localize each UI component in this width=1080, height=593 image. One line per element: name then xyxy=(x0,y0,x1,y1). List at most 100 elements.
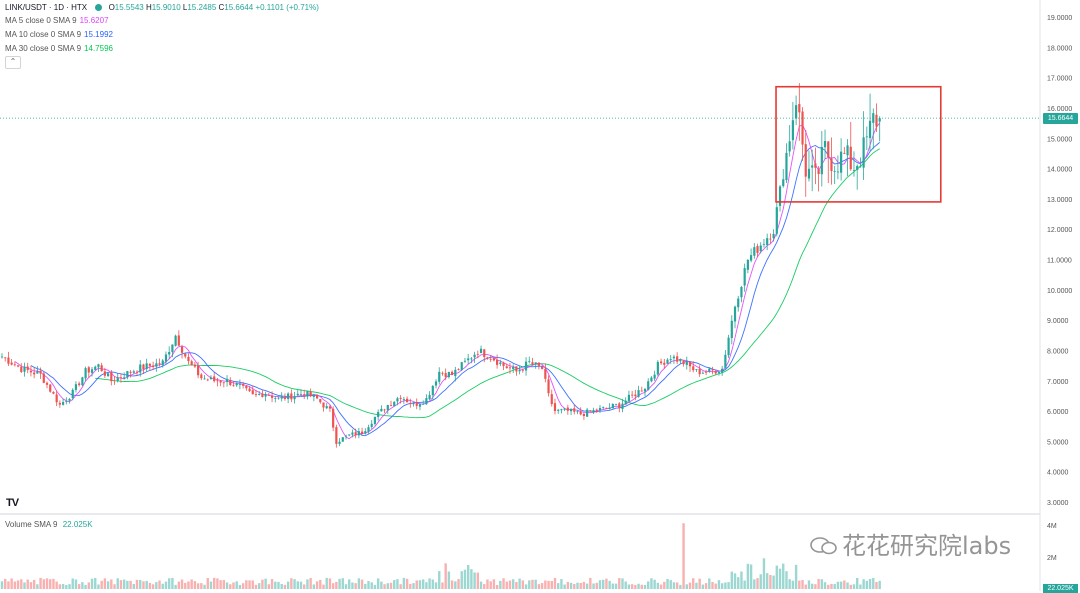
volume-bar xyxy=(457,579,460,589)
candle-body xyxy=(721,368,724,373)
volume-bar xyxy=(756,578,759,589)
volume-bar xyxy=(126,580,129,589)
volume-bar xyxy=(357,578,361,589)
candle-body xyxy=(97,364,100,368)
candle-body xyxy=(145,363,148,370)
volume-bar xyxy=(418,580,422,589)
ma5-legend[interactable]: MA 5 close 0 SMA 9 15.6207 xyxy=(5,16,109,25)
candle-body xyxy=(618,403,621,408)
candle-body xyxy=(200,374,203,379)
volume-bar xyxy=(499,580,502,589)
volume-bar xyxy=(306,579,309,589)
volume-bar xyxy=(264,578,267,589)
candle-body xyxy=(875,114,878,127)
candle-body xyxy=(444,373,447,377)
volume-bar xyxy=(833,583,836,589)
volume-bar xyxy=(280,583,283,589)
volume-bar xyxy=(483,584,486,589)
volume-bar xyxy=(576,582,579,589)
candle-body xyxy=(759,245,762,252)
volume-bar xyxy=(753,579,756,589)
volume-bar xyxy=(151,584,155,589)
volume-bar xyxy=(155,582,158,589)
candle-body xyxy=(238,384,242,386)
candle-body xyxy=(45,382,49,385)
candle-body xyxy=(33,372,36,375)
candle-body xyxy=(650,377,653,382)
candle-body xyxy=(666,359,669,364)
candle-body xyxy=(798,103,801,113)
volume-bar xyxy=(119,580,123,589)
volume-bar xyxy=(782,563,785,589)
candle-body xyxy=(229,379,232,385)
volume-bar xyxy=(16,580,20,589)
candle-body xyxy=(679,359,682,362)
tradingview-logo[interactable]: TV xyxy=(6,497,19,509)
candle-body xyxy=(187,356,190,362)
y-tick-label: 10.0000 xyxy=(1047,288,1072,295)
candle-body xyxy=(213,376,216,382)
volume-bar xyxy=(328,578,332,589)
chevron-up-icon[interactable]: ⌃ xyxy=(5,56,21,69)
candle-body xyxy=(672,356,676,359)
volume-bar xyxy=(878,580,881,589)
volume-bar xyxy=(672,582,676,589)
volume-bar xyxy=(200,583,203,589)
volume-bar xyxy=(627,584,631,589)
volume-bar xyxy=(409,583,412,589)
ma30-legend[interactable]: MA 30 close 0 SMA 9 14.7596 xyxy=(5,44,113,53)
candle-body xyxy=(360,431,364,435)
candle-body xyxy=(502,362,505,367)
volume-legend[interactable]: Volume SMA 9 22.025K xyxy=(5,520,93,529)
volume-bar xyxy=(103,578,107,589)
candle-body xyxy=(52,391,55,394)
candle-body xyxy=(225,378,229,382)
candle-body xyxy=(846,145,849,156)
volume-bar xyxy=(431,579,435,589)
volume-bar xyxy=(524,584,528,589)
volume-bar xyxy=(463,569,467,589)
candle-body xyxy=(203,378,206,380)
candle-body xyxy=(586,409,589,417)
volume-bar xyxy=(206,578,209,589)
volume-bar xyxy=(827,584,830,589)
volume-bar xyxy=(36,584,39,589)
candle-body xyxy=(830,158,833,172)
volume-bar xyxy=(335,581,338,589)
candle-body xyxy=(325,406,328,409)
candle-body xyxy=(428,395,431,400)
ma10-legend[interactable]: MA 10 close 0 SMA 9 15.1992 xyxy=(5,30,113,39)
volume-value-tag: 22.025K xyxy=(1043,584,1078,593)
volume-bar xyxy=(447,571,451,589)
candle-body xyxy=(749,255,753,261)
volume-bar xyxy=(855,577,859,589)
volume-bar xyxy=(695,582,698,589)
volume-bar xyxy=(122,579,126,589)
candle-body xyxy=(380,408,383,412)
volume-bar xyxy=(396,579,399,589)
candle-body xyxy=(602,406,605,408)
volume-bar xyxy=(685,584,688,589)
volume-bar xyxy=(595,582,598,589)
candle-body xyxy=(422,403,425,405)
candle-body xyxy=(135,371,139,373)
candle-body xyxy=(785,152,788,181)
candle-body xyxy=(724,354,727,369)
candle-body xyxy=(489,358,492,360)
volume-bar xyxy=(872,577,875,589)
volume-bar xyxy=(547,580,550,589)
volume-bar xyxy=(727,582,730,589)
candle-body xyxy=(264,394,267,397)
candle-body xyxy=(274,398,277,399)
candle-body xyxy=(351,432,354,435)
candle-body xyxy=(377,412,380,417)
candle-body xyxy=(820,146,823,175)
volume-bar xyxy=(405,578,409,589)
volume-bar xyxy=(45,578,49,589)
volume-bar xyxy=(486,579,489,589)
volume-bar xyxy=(110,579,113,589)
volume-bar xyxy=(608,580,611,589)
candle-body xyxy=(547,379,550,394)
volume-bar xyxy=(794,564,798,589)
